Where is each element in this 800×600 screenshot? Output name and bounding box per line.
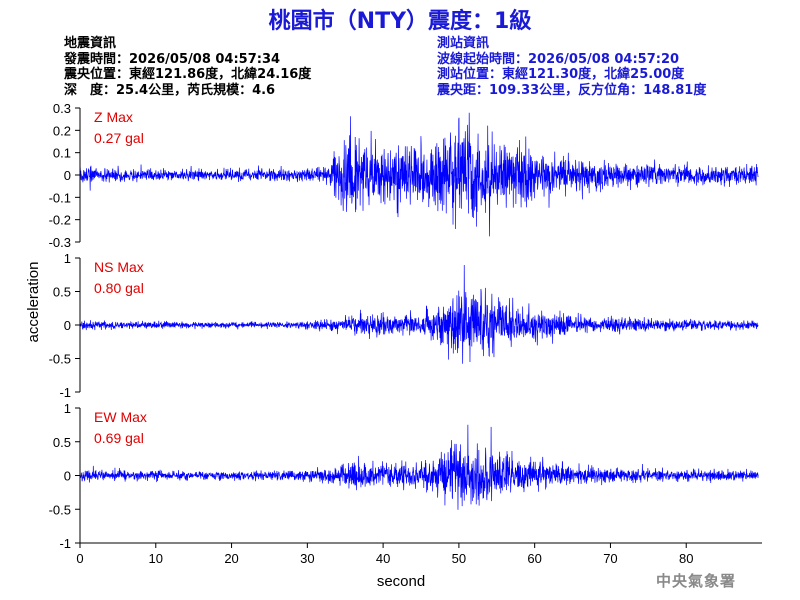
waveform-ns xyxy=(79,264,759,364)
station-info-block: 測站資訊 波線起始時間：2026/05/08 04:57:20 測站位置：東經1… xyxy=(437,36,706,98)
x-axis: 0 10 20 30 40 50 60 70 80 xyxy=(76,542,762,566)
panel-z: -0.3 -0.2 -0.1 0 0.1 0.2 0.3 Z Max 0.27 gal xyxy=(49,101,759,250)
y-tick-label: 0 xyxy=(64,168,71,183)
y-tick-label: 0.2 xyxy=(53,123,71,138)
y-tick-label: 1 xyxy=(64,401,71,416)
max-label-ns: NS Max xyxy=(94,259,144,275)
max-label-ew: EW Max xyxy=(94,409,147,425)
x-tick-label: 40 xyxy=(376,551,390,566)
page-title: 桃園市（NTY）震度：1級 xyxy=(268,9,532,34)
y-tick-label: 0 xyxy=(64,318,71,333)
y-axis-label: acceleration xyxy=(25,262,42,343)
station-location: 測站位置：東經121.30度，北緯25.00度 xyxy=(437,67,685,82)
y-tick-label: 0.1 xyxy=(53,146,71,161)
max-value-ew: 0.69 gal xyxy=(94,430,144,446)
x-tick-label: 70 xyxy=(603,551,617,566)
y-tick-label: 0.5 xyxy=(53,285,71,300)
waveform-ew xyxy=(79,424,759,510)
x-tick-label: 10 xyxy=(149,551,163,566)
station-info-heading: 測站資訊 xyxy=(437,36,490,51)
max-value-z: 0.27 gal xyxy=(94,130,144,146)
x-tick-label: 50 xyxy=(452,551,466,566)
y-tick-label: 0.5 xyxy=(53,435,71,450)
wave-start-time: 波線起始時間：2026/05/08 04:57:20 xyxy=(437,51,680,67)
x-tick-label: 30 xyxy=(300,551,314,566)
x-tick-label: 0 xyxy=(76,551,83,566)
max-label-z: Z Max xyxy=(94,109,133,125)
max-value-ns: 0.80 gal xyxy=(94,280,144,296)
seismogram-panels: -0.3 -0.2 -0.1 0 0.1 0.2 0.3 Z Max 0.27 gal -1 -0.… xyxy=(49,101,759,551)
waveform-z xyxy=(79,112,759,237)
y-tick-label: -0.3 xyxy=(49,235,71,250)
y-tick-label: 1 xyxy=(64,251,71,266)
event-info-block: 地震資訊 發震時間：2026/05/08 04:57:34 震央位置：東經121… xyxy=(64,36,311,98)
agency-watermark: 中央氣象署 xyxy=(656,572,737,590)
y-tick-label: -0.5 xyxy=(49,502,71,517)
y-tick-label: -1 xyxy=(59,385,71,400)
x-tick-label: 60 xyxy=(527,551,541,566)
y-tick-label: -0.1 xyxy=(49,190,71,205)
x-tick-label: 20 xyxy=(224,551,238,566)
y-tick-label: -0.2 xyxy=(49,213,71,228)
x-axis-label: second xyxy=(377,573,425,590)
panel-ns: -1 -0.5 0 0.5 1 NS Max 0.80 gal xyxy=(49,251,759,400)
y-tick-label: 0.3 xyxy=(53,101,71,116)
y-tick-label: 0 xyxy=(64,469,71,484)
y-tick-label: -1 xyxy=(59,536,71,551)
y-tick-label: -0.5 xyxy=(49,352,71,367)
event-info-heading: 地震資訊 xyxy=(64,36,117,51)
depth-magnitude: 深 度：25.4公里，芮氏規模：4.6 xyxy=(64,82,276,98)
epicentral-distance-azimuth: 震央距：109.33公里，反方位角：148.81度 xyxy=(437,82,707,98)
x-tick-label: 80 xyxy=(679,551,693,566)
panel-ew: -1 -0.5 0 0.5 1 EW Max 0.69 gal xyxy=(49,401,759,551)
origin-time: 發震時間：2026/05/08 04:57:34 xyxy=(64,51,281,67)
epicenter-location: 震央位置：東經121.86度，北緯24.16度 xyxy=(64,67,312,82)
